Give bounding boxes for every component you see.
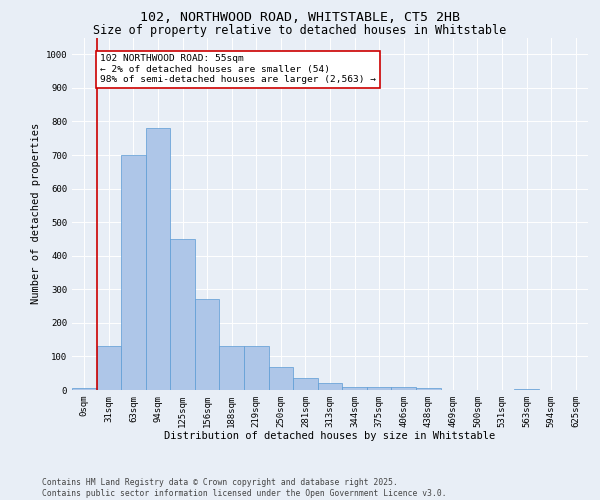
Bar: [391, 386, 416, 390]
Bar: [220, 346, 244, 390]
Y-axis label: Number of detached properties: Number of detached properties: [31, 123, 41, 304]
Bar: [170, 239, 195, 390]
Bar: [293, 378, 318, 390]
Text: 102, NORTHWOOD ROAD, WHITSTABLE, CT5 2HB: 102, NORTHWOOD ROAD, WHITSTABLE, CT5 2HB: [140, 11, 460, 24]
Bar: [367, 386, 391, 390]
Bar: [97, 346, 121, 390]
Bar: [342, 386, 367, 390]
Bar: [318, 384, 342, 390]
Bar: [244, 346, 269, 390]
Bar: [72, 388, 97, 390]
Bar: [146, 128, 170, 390]
Bar: [269, 366, 293, 390]
Text: 102 NORTHWOOD ROAD: 55sqm
← 2% of detached houses are smaller (54)
98% of semi-d: 102 NORTHWOOD ROAD: 55sqm ← 2% of detach…: [100, 54, 376, 84]
Text: Size of property relative to detached houses in Whitstable: Size of property relative to detached ho…: [94, 24, 506, 37]
Text: Contains HM Land Registry data © Crown copyright and database right 2025.
Contai: Contains HM Land Registry data © Crown c…: [42, 478, 446, 498]
Bar: [514, 389, 539, 390]
Bar: [416, 388, 440, 390]
X-axis label: Distribution of detached houses by size in Whitstable: Distribution of detached houses by size …: [164, 432, 496, 442]
Bar: [195, 300, 220, 390]
Bar: [121, 155, 146, 390]
